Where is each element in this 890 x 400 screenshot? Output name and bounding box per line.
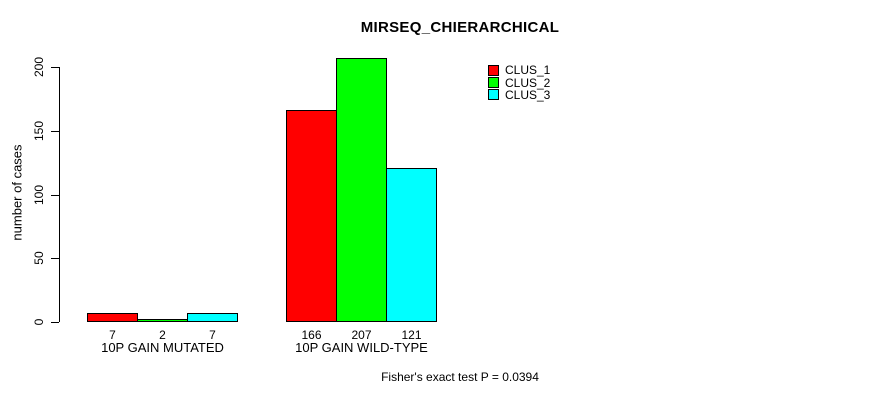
bar-clus_2-1 [137, 319, 188, 322]
y-axis-tick-label: 50 [32, 251, 46, 265]
legend-swatch-icon [488, 89, 499, 101]
y-axis-tick-label: 150 [32, 120, 46, 142]
legend: CLUS_1 CLUS_2 CLUS_3 [488, 64, 550, 101]
y-axis-tick [51, 322, 59, 323]
legend-item-label: CLUS_3 [505, 87, 551, 102]
fisher-test-annotation: Fisher's exact test P = 0.0394 [381, 370, 539, 384]
legend-item-clus_1: CLUS_1 [488, 64, 550, 76]
bar-clus_3-2 [386, 168, 437, 322]
bar-value-label: 121 [401, 328, 422, 342]
legend-item-label: CLUS_1 [505, 63, 551, 78]
legend-item-label: CLUS_2 [505, 75, 551, 90]
legend-item-clus_2: CLUS_2 [488, 75, 551, 90]
y-axis-tick [51, 67, 59, 68]
bar-clus_2-2 [336, 58, 387, 322]
bar-value-label: 2 [159, 328, 166, 342]
legend-swatch-icon [488, 64, 499, 76]
y-axis-tick [51, 195, 59, 196]
bar-clus_1-1 [87, 313, 138, 322]
bar-value-label: 166 [301, 328, 322, 342]
y-axis-line [59, 67, 60, 322]
category-label: 10P GAIN MUTATED [101, 340, 224, 355]
y-axis-tick-label: 0 [32, 318, 46, 326]
category-label: 10P GAIN WILD-TYPE [295, 340, 428, 355]
legend-swatch-icon [488, 77, 499, 89]
bar-value-label: 7 [109, 328, 116, 342]
bar-clus_3-1 [187, 313, 238, 322]
y-axis-tick-label: 200 [32, 56, 46, 78]
y-axis-tick-label: 100 [32, 184, 46, 206]
y-axis-label: number of cases [9, 144, 25, 241]
y-axis-tick [51, 131, 59, 132]
bar-value-label: 207 [351, 328, 372, 342]
legend-item-clus_3: CLUS_3 [488, 89, 550, 101]
bar-clus_1-2 [286, 110, 337, 322]
y-axis-tick [51, 258, 59, 259]
bar-value-label: 7 [209, 328, 216, 342]
chart-title: MIRSEQ_CHIERARCHICAL [360, 19, 560, 36]
